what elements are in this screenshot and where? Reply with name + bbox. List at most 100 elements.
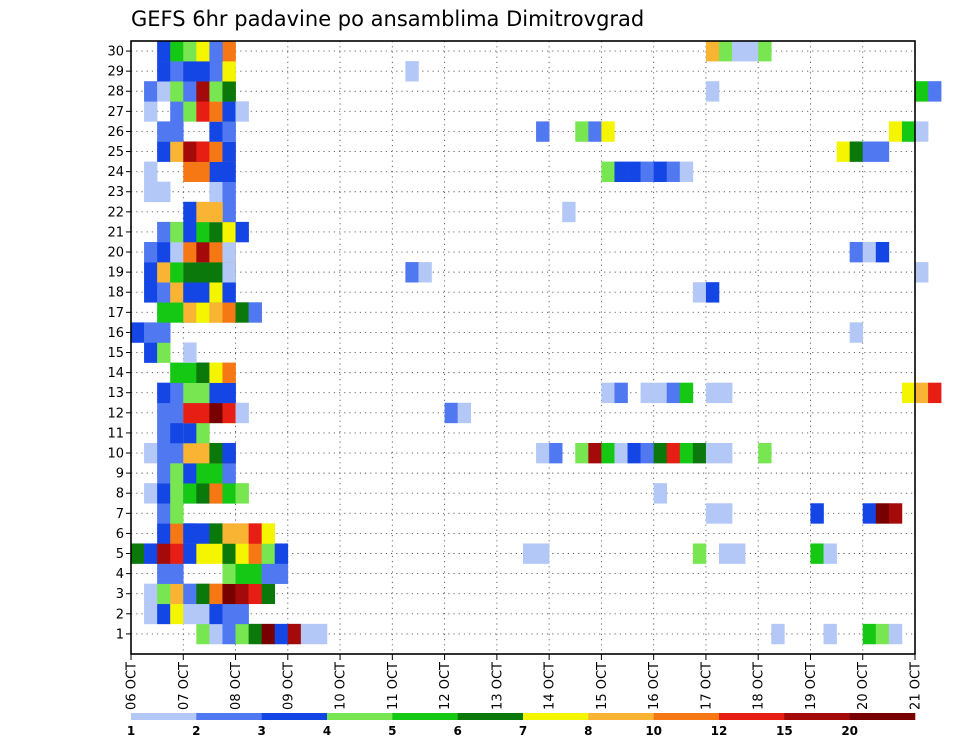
heatmap-cell: [745, 41, 759, 62]
heatmap-cell: [588, 121, 602, 142]
heatmap-cell: [183, 483, 197, 504]
heatmap-cell: [849, 322, 864, 343]
y-tick-label: 21: [107, 225, 124, 240]
heatmap-cell: [209, 523, 223, 544]
heatmap-cell: [183, 141, 197, 162]
heatmap-cell: [705, 81, 720, 102]
y-tick-label: 18: [107, 286, 124, 301]
heatmap-cell: [183, 422, 197, 444]
heatmap-cell: [732, 41, 746, 62]
heatmap-cell: [157, 523, 171, 544]
heatmap-cell: [222, 181, 236, 203]
heatmap-cell: [131, 322, 145, 343]
heatmap-cell: [157, 563, 171, 584]
heatmap-cell: [196, 161, 210, 182]
heatmap-cell: [157, 442, 171, 464]
legend-label: 10: [645, 724, 662, 738]
heatmap-cell: [196, 623, 210, 645]
legend-swatch: [457, 713, 524, 720]
heatmap-cell: [705, 442, 720, 464]
heatmap-cell: [170, 121, 184, 142]
heatmap-cell: [705, 41, 720, 62]
y-tick-label: 5: [116, 547, 124, 562]
x-tick-label: 15 OCT: [595, 662, 610, 710]
heatmap-cell: [183, 302, 197, 323]
heatmap-cell: [405, 262, 419, 283]
heatmap-cell: [209, 302, 223, 323]
heatmap-cell: [823, 623, 837, 645]
heatmap-cell: [875, 503, 890, 524]
y-tick-label: 27: [107, 105, 124, 120]
heatmap-cells: [131, 41, 942, 645]
heatmap-cell: [261, 563, 276, 584]
heatmap-cell: [562, 201, 576, 223]
heatmap-cell: [183, 101, 197, 122]
heatmap-cell: [170, 463, 184, 484]
heatmap-cell: [810, 503, 824, 524]
heatmap-cell: [915, 81, 929, 102]
heatmap-cell: [157, 463, 171, 484]
heatmap-cell: [235, 221, 249, 243]
heatmap-cell: [523, 543, 537, 564]
heatmap-cell: [875, 241, 890, 263]
heatmap-cell: [157, 402, 171, 424]
y-tick-label: 4: [116, 567, 124, 582]
legend-swatch: [392, 713, 458, 720]
heatmap-cell: [222, 302, 236, 323]
heatmap-cell: [170, 41, 184, 62]
heatmap-cell: [170, 483, 184, 504]
heatmap-cell: [536, 442, 550, 464]
heatmap-cell: [209, 161, 223, 182]
legend-swatch: [653, 713, 720, 720]
heatmap-cell: [692, 282, 707, 303]
chart-title: GEFS 6hr padavine po ansamblima Dimitrov…: [131, 7, 644, 31]
heatmap-cell: [536, 121, 550, 142]
x-tick-label: 19 OCT: [804, 662, 819, 710]
heatmap-cell: [157, 81, 171, 102]
heatmap-cell: [196, 442, 210, 464]
heatmap-cell: [183, 583, 197, 605]
heatmap-cell: [222, 463, 236, 484]
y-tick-label: 17: [107, 306, 124, 321]
heatmap-cell: [705, 282, 720, 303]
heatmap-cell: [823, 543, 837, 564]
y-tick-label: 13: [107, 386, 124, 401]
heatmap-cell: [131, 543, 145, 564]
heatmap-cell: [235, 523, 249, 544]
y-tick-label: 24: [107, 165, 124, 180]
heatmap-cell: [196, 262, 210, 283]
heatmap-cell: [862, 141, 877, 162]
legend-swatch: [719, 713, 785, 720]
heatmap-cell: [601, 442, 615, 464]
heatmap-cell: [588, 442, 602, 464]
heatmap-cell: [627, 161, 641, 182]
heatmap-cell: [222, 121, 236, 142]
heatmap-cell: [144, 603, 158, 625]
heatmap-cell: [222, 623, 236, 645]
heatmap-cell: [849, 141, 864, 162]
legend-label: 15: [776, 724, 793, 738]
heatmap-cell: [209, 201, 223, 223]
heatmap-cell: [222, 442, 236, 464]
heatmap-cell: [157, 422, 171, 444]
heatmap-cell: [183, 523, 197, 544]
heatmap-cell: [183, 342, 197, 363]
x-tick-label: 11 OCT: [386, 662, 401, 710]
heatmap-cell: [627, 442, 641, 464]
heatmap-cell: [222, 221, 236, 243]
heatmap-cell: [209, 81, 223, 102]
heatmap-cell: [209, 543, 223, 564]
heatmap-cell: [209, 121, 223, 142]
heatmap-cell: [666, 442, 681, 464]
heatmap-cell: [901, 382, 916, 404]
heatmap-cell: [222, 201, 236, 223]
y-tick-label: 6: [116, 527, 124, 542]
heatmap-cell: [196, 282, 210, 303]
y-tick-label: 1: [116, 627, 124, 642]
heatmap-cell: [183, 382, 197, 404]
heatmap-cell: [901, 121, 916, 142]
legend-label: 6: [453, 724, 461, 738]
heatmap-cell: [549, 442, 563, 464]
heatmap-cell: [144, 262, 158, 283]
heatmap-cell: [170, 262, 184, 283]
